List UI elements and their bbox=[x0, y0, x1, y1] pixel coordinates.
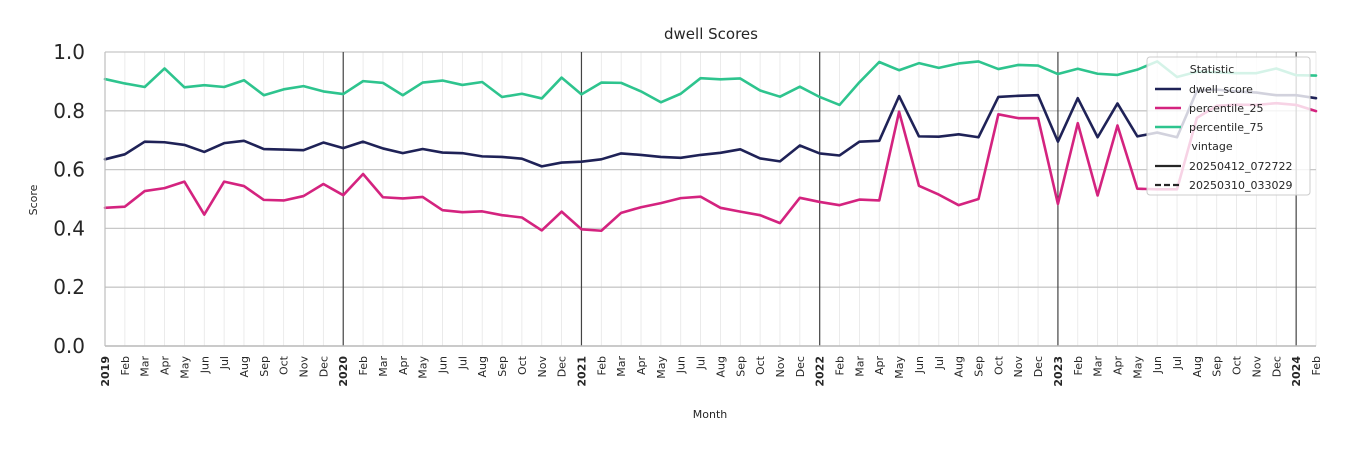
x-tick-label: 2019 bbox=[99, 356, 112, 387]
chart-title: dwell Scores bbox=[664, 25, 758, 43]
x-tick-label: 2021 bbox=[575, 356, 588, 387]
x-tick-label: Feb bbox=[595, 356, 608, 375]
x-tick-label: Aug bbox=[1191, 356, 1204, 377]
x-tick-label: Aug bbox=[714, 356, 727, 377]
y-axis-label: Score bbox=[27, 184, 40, 215]
x-tick-label: Dec bbox=[794, 356, 807, 377]
x-tick-label: May bbox=[1131, 356, 1144, 379]
legend-item-percentile-75: percentile_75 bbox=[1189, 121, 1264, 134]
x-tick-label: Jul bbox=[1171, 356, 1184, 370]
x-tick-label: Jul bbox=[933, 356, 946, 370]
x-tick-label: Sep bbox=[258, 356, 271, 377]
legend-item-vintage-20250412: 20250412_072722 bbox=[1189, 160, 1292, 173]
x-tick-label: Dec bbox=[1032, 356, 1045, 377]
x-tick-label: Nov bbox=[1250, 356, 1263, 378]
x-tick-label: Mar bbox=[377, 356, 390, 377]
legend-title-statistic: Statistic bbox=[1190, 63, 1235, 76]
x-tick-label: Oct bbox=[992, 355, 1005, 375]
x-tick-label: Nov bbox=[536, 356, 549, 378]
x-tick-label: Aug bbox=[953, 356, 966, 377]
x-tick-label: Nov bbox=[774, 356, 787, 378]
x-tick-label: Feb bbox=[1310, 356, 1323, 375]
y-tick-label: 0.6 bbox=[53, 158, 85, 182]
x-tick-labels: 2019 Feb Mar Apr May Jun Jul Aug Sep Oct Nov Dec 202… bbox=[99, 355, 1323, 386]
x-tick-label: Jul bbox=[695, 356, 708, 370]
y-tick-label: 0.2 bbox=[53, 275, 85, 299]
x-tick-label: Oct bbox=[278, 355, 291, 375]
legend-item-vintage-20250310: 20250310_033029 bbox=[1189, 179, 1292, 192]
x-tick-label: Feb bbox=[357, 356, 370, 375]
x-tick-label: Feb bbox=[1072, 356, 1085, 375]
x-tick-label: May bbox=[655, 356, 668, 379]
x-tick-label: Sep bbox=[973, 356, 986, 377]
x-tick-label: May bbox=[178, 356, 191, 379]
y-tick-label: 0.8 bbox=[53, 99, 85, 123]
x-tick-label: Dec bbox=[1270, 356, 1283, 377]
x-tick-label: Apr bbox=[1111, 356, 1124, 376]
x-tick-label: Dec bbox=[317, 356, 330, 377]
series-line-dwell-score bbox=[103, 88, 1318, 168]
x-tick-label: Jun bbox=[436, 356, 449, 374]
x-tick-label: Mar bbox=[1092, 356, 1105, 377]
x-tick-label: Jun bbox=[675, 356, 688, 374]
legend-item-dwell-score: dwell_score bbox=[1189, 83, 1253, 96]
legend: Statistic dwell_score percentile_25 perc… bbox=[1146, 56, 1311, 196]
y-tick-label: 0.4 bbox=[53, 216, 85, 240]
x-tick-label: 2023 bbox=[1052, 356, 1065, 387]
legend-title-vintage: vintage bbox=[1191, 140, 1233, 153]
x-tick-label: Oct bbox=[754, 355, 767, 375]
series-line-percentile-75 bbox=[103, 60, 1318, 107]
x-tick-label: Aug bbox=[476, 356, 489, 377]
x-tick-label: Aug bbox=[238, 356, 251, 377]
x-tick-label: Mar bbox=[615, 356, 628, 377]
x-tick-label: Mar bbox=[139, 356, 152, 377]
x-tick-label: May bbox=[417, 356, 430, 379]
x-tick-label: Jul bbox=[218, 356, 231, 370]
x-tick-label: Feb bbox=[834, 356, 847, 375]
y-tick-label: 1.0 bbox=[53, 40, 85, 64]
series-layer bbox=[103, 60, 1318, 233]
x-tick-label: Nov bbox=[298, 356, 311, 378]
x-tick-label: 2022 bbox=[814, 356, 827, 387]
legend-box bbox=[1146, 56, 1311, 196]
x-tick-label: Jul bbox=[456, 356, 469, 370]
x-tick-label: Apr bbox=[159, 356, 172, 376]
x-tick-label: Jun bbox=[1151, 356, 1164, 374]
series-line-percentile-25 bbox=[103, 101, 1318, 233]
x-tick-label: Dec bbox=[556, 356, 569, 377]
x-tick-label: 2024 bbox=[1290, 356, 1303, 387]
y-tick-label: 0.0 bbox=[53, 334, 85, 358]
legend-item-percentile-25: percentile_25 bbox=[1189, 102, 1264, 115]
x-tick-label: Jun bbox=[198, 356, 211, 374]
x-tick-label: Apr bbox=[873, 356, 886, 376]
x-tick-label: Oct bbox=[516, 355, 529, 375]
x-tick-label: Nov bbox=[1012, 356, 1025, 378]
x-tick-label: Apr bbox=[635, 356, 648, 376]
x-tick-label: Sep bbox=[496, 356, 509, 377]
x-tick-label: Sep bbox=[734, 356, 747, 377]
axes bbox=[104, 52, 1316, 347]
x-tick-label: Feb bbox=[119, 356, 132, 375]
x-tick-label: Mar bbox=[853, 356, 866, 377]
x-tick-label: Sep bbox=[1211, 356, 1224, 377]
x-tick-label: 2020 bbox=[337, 356, 350, 387]
x-tick-label: Oct bbox=[1231, 355, 1244, 375]
x-axis-label: Month bbox=[693, 408, 728, 421]
y-tick-labels: 0.0 0.2 0.4 0.6 0.8 1.0 bbox=[53, 40, 85, 358]
x-tick-label: Apr bbox=[397, 356, 410, 376]
x-tick-label: May bbox=[893, 356, 906, 379]
x-tick-label: Jun bbox=[913, 356, 926, 374]
